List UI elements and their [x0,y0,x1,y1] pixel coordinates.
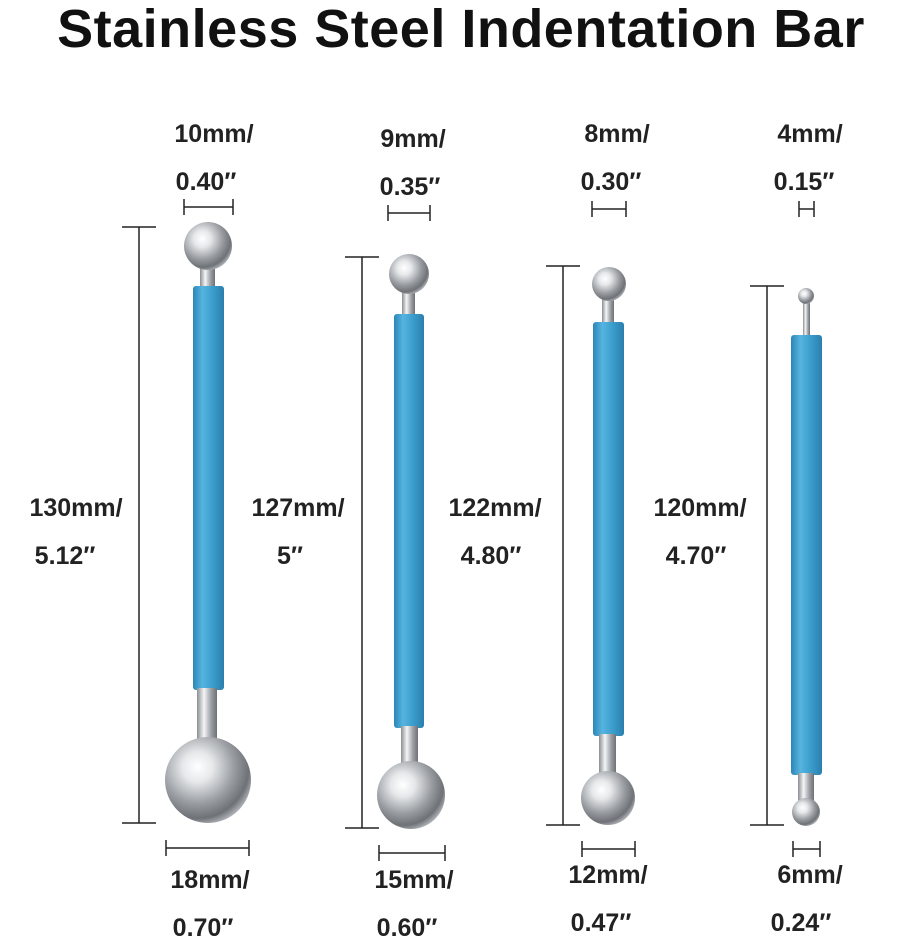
length-in: 4.70″ [665,542,727,570]
indentation-bar-127mm [377,254,445,829]
bottom-ball-size-in: 0.60″ [376,914,438,942]
length-in: 4.80″ [460,542,522,570]
indentation-bar-122mm [581,267,635,825]
top-ball-size-in: 0.40″ [175,168,237,196]
length-mm: 122mm/ [448,494,542,522]
length-mm: 130mm/ [29,494,123,522]
bottom-ball-size-in: 0.24″ [770,909,832,937]
top-ball-size-mm: 9mm/ [380,125,446,153]
length-in: 5″ [277,542,303,570]
bottom-ball-size-in: 0.47″ [570,909,632,937]
length-mm: 127mm/ [251,494,345,522]
dimension-lines [122,199,821,861]
bottom-ball-size-in: 0.70″ [172,914,234,942]
length-in: 5.12″ [34,542,96,570]
length-mm: 120mm/ [653,494,747,522]
top-ball-size-mm: 4mm/ [777,120,843,148]
indentation-bar-130mm [165,222,251,823]
top-ball-size-in: 0.30″ [580,168,642,196]
indentation-bar-120mm [791,288,822,826]
top-ball-size-mm: 8mm/ [584,120,650,148]
bottom-ball-size-mm: 12mm/ [568,861,648,889]
bottom-ball-size-mm: 6mm/ [777,861,843,889]
bottom-ball-size-mm: 18mm/ [170,866,250,894]
top-ball-size-in: 0.15″ [773,168,835,196]
top-ball-size-in: 0.35″ [379,173,441,201]
top-ball-size-mm: 10mm/ [174,120,254,148]
bottom-ball-size-mm: 15mm/ [374,866,454,894]
page-title: Stainless Steel Indentation Bar [57,0,865,59]
